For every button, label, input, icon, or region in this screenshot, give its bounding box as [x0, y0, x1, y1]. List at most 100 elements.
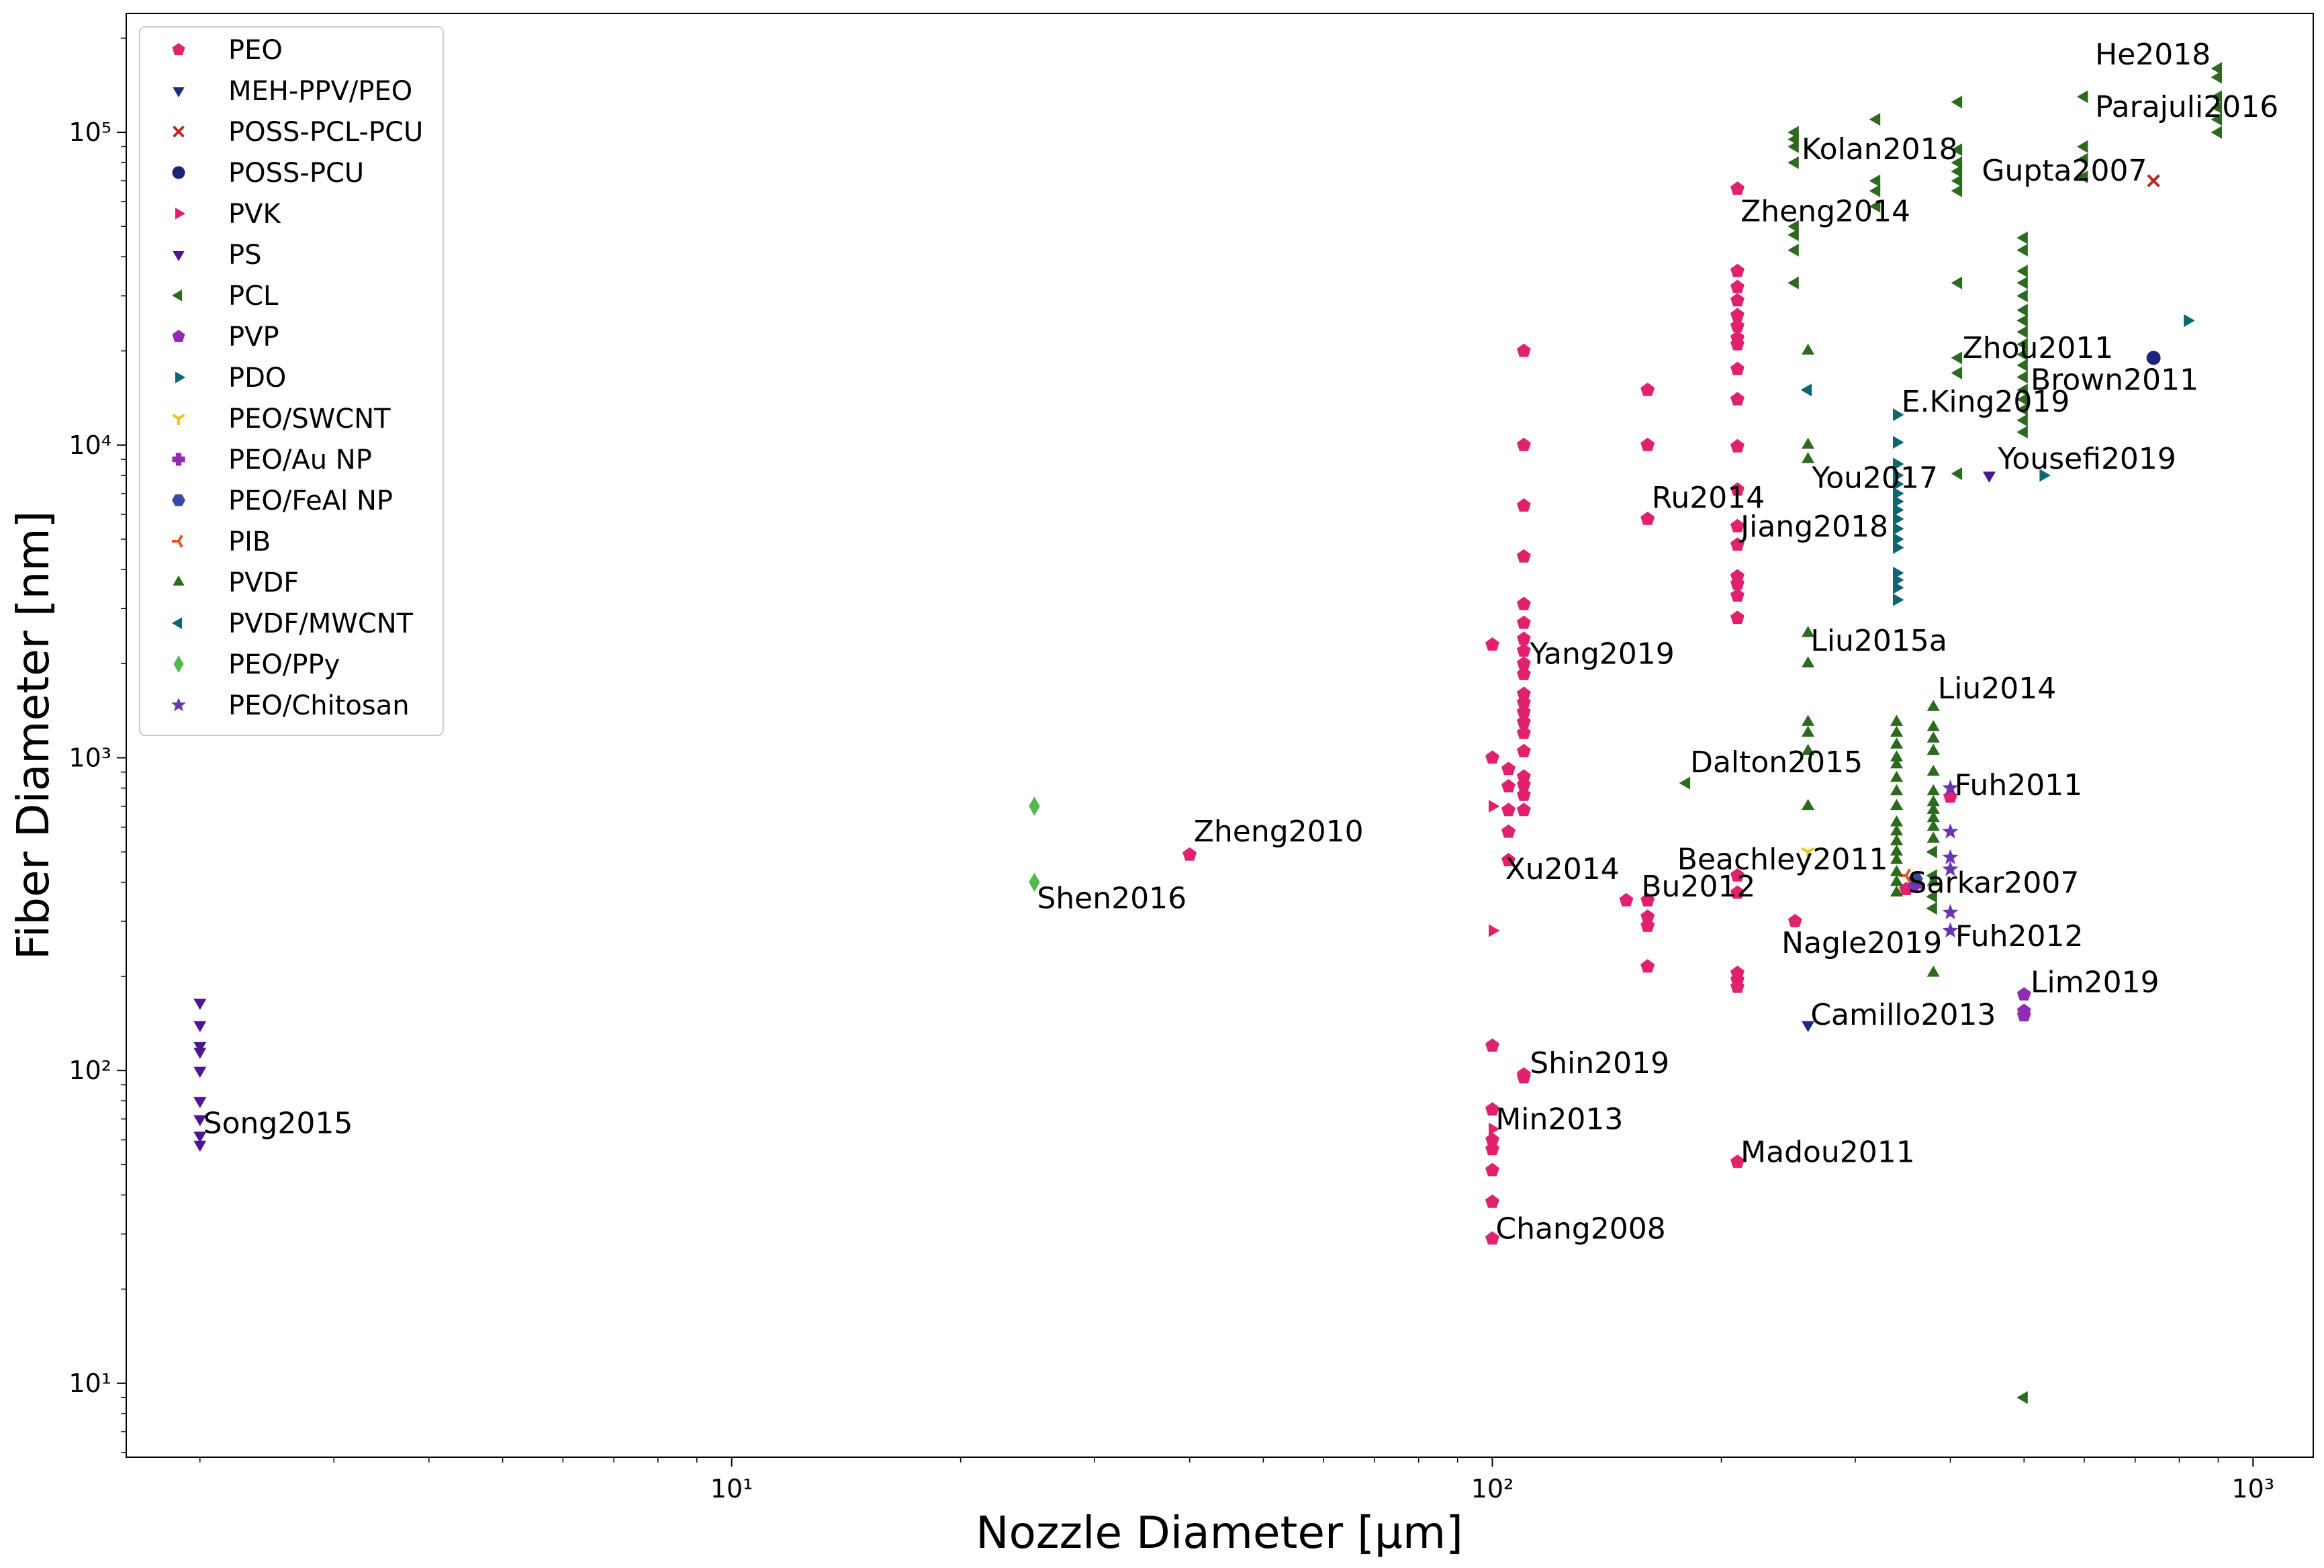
- legend: PEO MEH-PPV/PEO POSS-PCL-PCU POSS-PCU PVK PS P…: [139, 26, 444, 736]
- data-point: [1516, 695, 1531, 709]
- data-point: [1029, 796, 1040, 816]
- data-point: [2016, 231, 2028, 244]
- data-point: [193, 1097, 207, 1109]
- annotation-lim2019: Lim2019: [2031, 966, 2159, 1000]
- data-point: [1619, 892, 1634, 907]
- data-point: [1730, 588, 1745, 602]
- data-point: [1951, 276, 1963, 289]
- data-point: [1942, 849, 1959, 865]
- data-point: [2016, 289, 2028, 303]
- data-point: [1787, 913, 1802, 927]
- data-point: [1890, 737, 1904, 749]
- series-peo: [1182, 181, 1957, 1245]
- data-point: [2016, 265, 2028, 278]
- data-point: [193, 1048, 207, 1059]
- data-point: [1730, 318, 1745, 332]
- y-tick-label-0: 10¹: [68, 1369, 111, 1398]
- data-point: [2039, 469, 2051, 482]
- data-point: [1516, 596, 1531, 610]
- data-point: [1926, 902, 1937, 915]
- series-peo-chitosan: [1942, 779, 1959, 938]
- data-point: [1730, 308, 1745, 322]
- data-point: [2077, 90, 2088, 103]
- data-point: [1890, 853, 1904, 864]
- data-point: [193, 1066, 207, 1078]
- annotation-yousefi2019: Yousefi2019: [1997, 442, 2176, 476]
- data-point: [1730, 610, 1745, 625]
- data-point: [2211, 101, 2222, 114]
- legend-marker-poss-pcu: [172, 166, 185, 179]
- annotation-sarkar2007: Sarkar2007: [1908, 866, 2080, 901]
- data-point: [2146, 351, 2161, 365]
- data-point: [1485, 1132, 1499, 1146]
- data-point: [1640, 909, 1655, 923]
- data-point: [1802, 714, 1815, 726]
- data-point: [1802, 798, 1815, 811]
- data-point: [1890, 750, 1904, 762]
- legend-label-peo-chitosan: PEO/Chitosan: [228, 690, 410, 721]
- data-point: [1951, 156, 1963, 169]
- annotation-gupta2007: Gupta2007: [1982, 154, 2147, 188]
- data-point: [1942, 779, 1959, 795]
- x-tick-label-1: 10²: [1471, 1474, 1514, 1504]
- data-point: [1890, 844, 1904, 856]
- legend-marker-pcl: [172, 289, 182, 302]
- data-point: [1802, 626, 1815, 637]
- series-meh-ppv-peo: [1802, 1021, 1815, 1033]
- annotation-beachley2011: Beachley2011: [1677, 842, 1888, 876]
- series-poss-pcl-pcu: [2147, 174, 2160, 187]
- data-point: [1926, 743, 1940, 755]
- data-point: [193, 1115, 207, 1127]
- data-point: [193, 1021, 207, 1033]
- data-point: [193, 999, 207, 1010]
- series-pvdf-mwcnt: [1800, 383, 1812, 397]
- legend-marker-ps: [173, 251, 185, 261]
- data-point: [2016, 359, 2028, 372]
- legend-label-pvp: PVP: [228, 322, 279, 353]
- data-point: [2077, 171, 2088, 183]
- data-point: [1893, 487, 1904, 500]
- data-point: [1485, 1194, 1499, 1208]
- data-point: [1640, 959, 1655, 973]
- data-point: [1640, 511, 1655, 525]
- annotation-liu2014: Liu2014: [1938, 672, 2057, 706]
- data-point: [1516, 777, 1531, 791]
- data-point: [1951, 95, 1963, 109]
- data-point: [2016, 383, 2028, 397]
- data-point: [1516, 769, 1531, 783]
- legend-marker-peo-ppy: [173, 655, 184, 673]
- data-point: [1926, 794, 1940, 806]
- data-point: [1489, 924, 1500, 937]
- data-point: [1926, 890, 1937, 903]
- data-point: [1890, 834, 1904, 845]
- data-point: [1893, 457, 1904, 471]
- data-point: [1485, 1142, 1499, 1156]
- data-point: [1869, 174, 1881, 187]
- data-point: [1730, 279, 1745, 293]
- annotation-kolan2018: Kolan2018: [1802, 132, 1958, 167]
- data-point: [1926, 731, 1940, 743]
- data-point: [1516, 686, 1531, 700]
- data-point: [1802, 437, 1815, 449]
- data-point: [1951, 467, 1963, 480]
- data-point: [1730, 885, 1745, 899]
- y-tick-label-1: 10²: [68, 1056, 111, 1085]
- annotation-yang2019: Yang2019: [1529, 637, 1675, 671]
- annotation-min2013: Min2013: [1495, 1102, 1623, 1136]
- legend-marker-peo-au-np: [172, 453, 185, 466]
- legend-label-peo-ppy: PEO/PPy: [228, 649, 340, 680]
- data-point: [1787, 220, 1799, 233]
- legend-marker-meh-ppv-peo: [173, 87, 185, 97]
- legend-label-meh-ppv-peo: MEH-PPV/PEO: [228, 76, 412, 107]
- data-point: [1516, 714, 1531, 729]
- series-pdo: [1893, 314, 2195, 606]
- data-point: [2211, 62, 2222, 75]
- data-point: [1485, 1102, 1499, 1116]
- annotation-dalton2015: Dalton2015: [1690, 745, 1863, 780]
- data-point: [1890, 815, 1904, 827]
- series-peo-swcnt: [1800, 847, 1816, 860]
- series-pvdf: [1802, 343, 1940, 977]
- data-point: [1890, 784, 1904, 796]
- data-point: [1893, 469, 1904, 482]
